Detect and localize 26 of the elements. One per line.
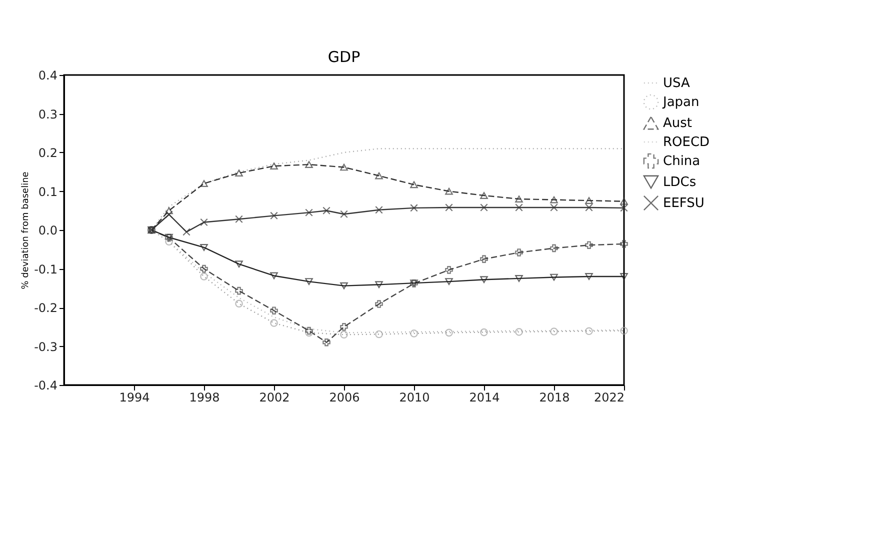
x-tick-label: 2018 bbox=[539, 390, 570, 404]
legend-label: ROECD bbox=[663, 135, 710, 150]
x-tick-label: 2002 bbox=[259, 390, 290, 404]
x-tick-label: 2022 bbox=[594, 390, 624, 404]
legend-label: EEFSU bbox=[663, 196, 704, 211]
y-tick-label: -0.3 bbox=[34, 340, 58, 354]
x-tick-label: 2006 bbox=[329, 390, 360, 404]
x-tick-label: 2014 bbox=[469, 390, 500, 404]
legend-label: China bbox=[663, 154, 700, 169]
x-tick-label: 2010 bbox=[399, 390, 430, 404]
legend-label: USA bbox=[663, 76, 690, 91]
y-tick-label: 0.4 bbox=[38, 68, 58, 82]
y-axis-title: % deviation from baseline bbox=[21, 171, 32, 290]
y-tick-label: 0.3 bbox=[38, 107, 58, 122]
y-tick-label: -0.4 bbox=[34, 378, 58, 392]
legend-label: LDCs bbox=[663, 175, 696, 190]
y-tick-label: -0.2 bbox=[34, 301, 58, 315]
y-tick-label: 0.1 bbox=[38, 184, 58, 199]
y-tick-label: -0.1 bbox=[34, 262, 58, 276]
x-tick-label: 1994 bbox=[119, 390, 150, 404]
legend-label: Japan bbox=[662, 95, 700, 110]
y-tick-label: 0.0 bbox=[38, 224, 58, 238]
x-tick-label: 1998 bbox=[189, 390, 220, 404]
chart-title: GDP bbox=[328, 48, 360, 66]
legend-label: Aust bbox=[663, 116, 692, 131]
y-tick-label: 0.2 bbox=[38, 146, 58, 160]
